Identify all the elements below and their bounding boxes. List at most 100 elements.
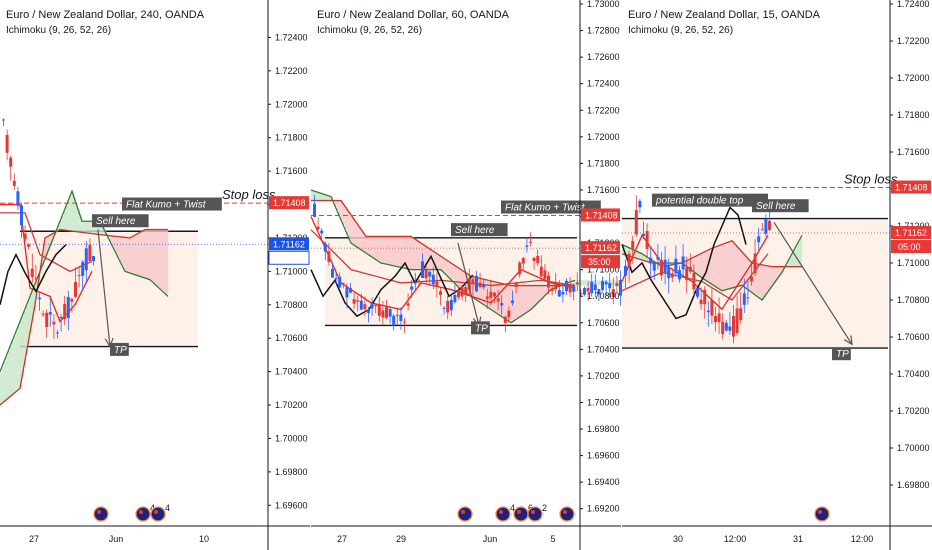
event-count: 4 — [150, 503, 155, 513]
cloud-slice — [397, 236, 400, 267]
event-marker[interactable] — [559, 506, 575, 522]
cloud-slice — [513, 285, 516, 322]
event-marker[interactable] — [93, 506, 109, 522]
candle-body — [16, 191, 20, 206]
candle-body — [27, 244, 31, 247]
candle-body — [568, 283, 572, 293]
flag-icon[interactable] — [527, 506, 543, 522]
cloud-slice — [672, 263, 675, 265]
candle-body — [460, 287, 464, 297]
cloud-slice — [393, 236, 396, 266]
y-tick-label: 1.70600 — [897, 332, 930, 342]
cloud-slice — [796, 246, 799, 267]
tp-arrow-head — [844, 335, 853, 346]
cloud-slice — [712, 248, 715, 285]
event-marker[interactable] — [814, 506, 830, 522]
senkou-span-b — [311, 199, 575, 287]
cloud-slice — [70, 196, 73, 231]
stop-price-tag: 1.71408 — [895, 183, 928, 193]
event-marker[interactable]: 4 — [495, 503, 515, 522]
cloud-slice — [98, 221, 101, 235]
annotation-main-box — [501, 200, 601, 214]
cloud-slice — [132, 236, 135, 274]
stop-price-tag-bg — [891, 180, 931, 194]
cloud-slice — [748, 258, 751, 290]
candle-body — [377, 303, 381, 316]
candle-body — [696, 287, 699, 297]
cloud-slice — [597, 280, 600, 286]
event-marker[interactable]: 4 — [135, 503, 155, 522]
candle-body — [471, 279, 475, 285]
cloud-slice — [110, 235, 113, 242]
cloud-slice — [158, 229, 161, 288]
cloud-slice — [788, 261, 791, 267]
y-tick-label: 1.71600 — [897, 147, 930, 157]
candle-body — [395, 315, 399, 317]
cloud-slice — [792, 253, 795, 267]
y-tick-label: 1.70800 — [275, 300, 308, 310]
panel-1[interactable]: Stop loss Flat Kumo + Twist Sell here TP Eur… — [0, 0, 310, 550]
flag-icon[interactable] — [559, 506, 575, 522]
cloud-slice — [10, 346, 13, 397]
candle-body — [449, 299, 453, 311]
cloud-slice — [78, 209, 81, 232]
countdown-bg — [268, 250, 310, 265]
candle-body — [572, 286, 576, 292]
candle-body — [710, 299, 714, 316]
cloud-slice — [136, 234, 139, 276]
cloud-slice — [76, 203, 79, 232]
candle-body — [331, 268, 334, 278]
candle-body — [92, 256, 95, 261]
x-tick-label: 31 — [793, 534, 803, 544]
cloud-slice — [0, 371, 3, 406]
countdown-label: 35:00 — [588, 257, 611, 267]
candle-body — [652, 261, 656, 271]
cloud-slice — [599, 280, 602, 286]
candle-body — [77, 275, 81, 277]
event-marker[interactable]: 2 — [527, 503, 547, 522]
flag-icon[interactable] — [135, 506, 151, 522]
cloud-slice — [704, 252, 707, 280]
candle-body — [370, 303, 374, 309]
flag-icon[interactable] — [513, 506, 529, 522]
candle-body — [70, 298, 74, 302]
cloud-slice — [547, 285, 550, 294]
candle-body — [359, 300, 363, 310]
cloud-slice — [387, 236, 390, 265]
flag-icon[interactable] — [495, 506, 511, 522]
cloud-slice — [730, 241, 733, 289]
cloud-slice — [636, 250, 639, 259]
candle-body — [550, 288, 554, 292]
cloud-slice — [164, 229, 167, 293]
candle-body — [642, 233, 645, 236]
cloud-slice — [646, 256, 649, 262]
stop-price-tag-bg — [269, 196, 309, 210]
cloud-slice — [327, 195, 330, 201]
cloud-slice — [742, 251, 745, 286]
candle-body — [38, 297, 41, 300]
flag-icon[interactable] — [150, 506, 166, 522]
cloud-slice — [30, 296, 33, 333]
event-marker[interactable] — [457, 506, 473, 522]
y-tick-label: 1.70400 — [897, 369, 930, 379]
annotation-main: Flat Kumo + Twist — [126, 200, 207, 211]
cloud-slice — [28, 301, 31, 344]
candle-body — [45, 312, 49, 328]
candle-body — [363, 304, 367, 310]
event-marker[interactable]: 4 — [150, 503, 170, 522]
candle-body — [374, 304, 378, 307]
candle-body — [320, 230, 324, 234]
flag-icon[interactable] — [814, 506, 830, 522]
cloud-slice — [511, 285, 514, 323]
cloud-slice — [335, 200, 338, 206]
panel-3[interactable]: Stop loss potential double top Sell here TP… — [621, 0, 932, 550]
flag-icon[interactable] — [457, 506, 473, 522]
y-tick-label: 1.71800 — [897, 110, 930, 120]
cloud-slice — [521, 285, 524, 317]
candle-body — [604, 281, 608, 285]
y-tick-label: 1.72000 — [587, 132, 620, 142]
candle-body — [66, 296, 70, 319]
candle-body — [663, 259, 667, 274]
cloud-slice — [686, 261, 689, 266]
flag-icon[interactable] — [93, 506, 109, 522]
